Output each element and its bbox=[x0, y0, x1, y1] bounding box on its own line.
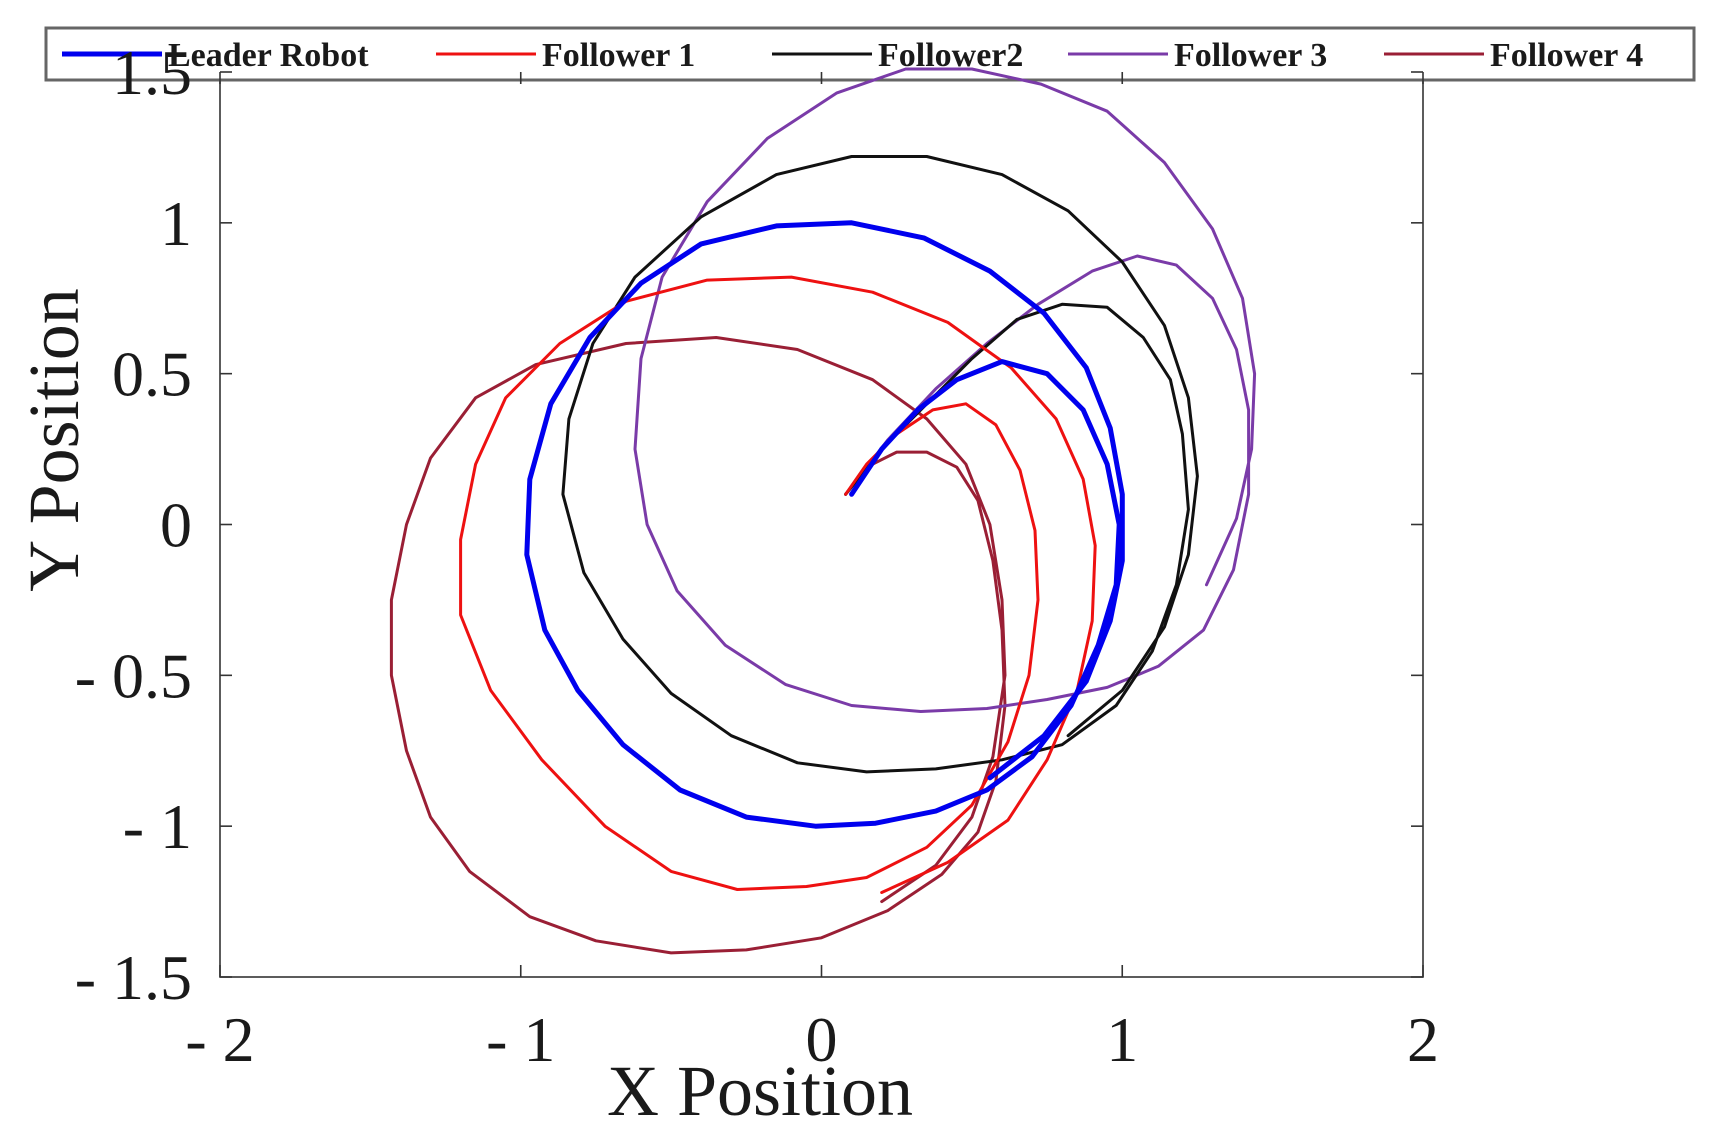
series-line-follower2 bbox=[561, 155, 1199, 774]
x-tick-label: 2 bbox=[1407, 1004, 1439, 1075]
axis-ticks bbox=[219, 71, 1424, 978]
legend-label: Follower 4 bbox=[1490, 37, 1643, 74]
y-tick-label: 0.5 bbox=[112, 339, 192, 410]
legend-label: Follower 3 bbox=[1174, 37, 1327, 74]
x-tick-label: 1 bbox=[1106, 1004, 1138, 1075]
series-line-follower-3 bbox=[633, 67, 1257, 713]
y-tick-label: - 1 bbox=[123, 791, 192, 862]
x-tick-label: - 2 bbox=[185, 1004, 254, 1075]
series-line-follower-1 bbox=[459, 275, 1097, 894]
y-tick-label: 1.5 bbox=[112, 37, 192, 108]
x-axis-title: X Position bbox=[607, 1051, 913, 1131]
x-tick-label: 0 bbox=[806, 1004, 838, 1075]
axis-tick-labels: - 2 - 1 0 1 2 1.5 1 0.5 0 - 0.5 - 1 - 1.5 bbox=[75, 37, 1439, 1075]
x-tick-label: - 1 bbox=[486, 1004, 555, 1075]
series-line-follower-4 bbox=[389, 336, 1007, 955]
y-tick-label: 1 bbox=[160, 188, 192, 259]
y-tick-label: - 1.5 bbox=[75, 942, 192, 1013]
legend-label: Follower 1 bbox=[542, 37, 695, 74]
y-axis-title: Y Position bbox=[14, 288, 94, 591]
y-tick-label: - 0.5 bbox=[75, 640, 192, 711]
legend: Leader Robot Follower 1 Follower2 Follower … bbox=[44, 26, 1696, 82]
series-line-leader-robot bbox=[524, 220, 1125, 829]
legend-label: Leader Robot bbox=[168, 37, 369, 74]
series-lines bbox=[389, 67, 1257, 955]
y-tick-label: 0 bbox=[160, 490, 192, 561]
